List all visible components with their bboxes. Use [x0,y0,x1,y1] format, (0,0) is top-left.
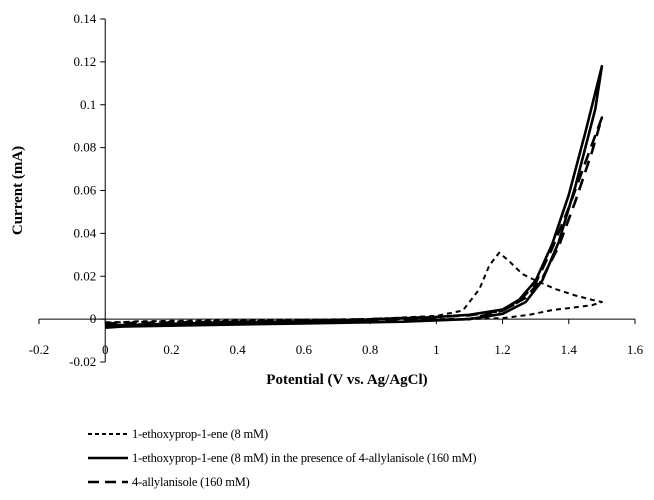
y-tick-label: -0.02 [69,354,96,369]
chart-axes [38,18,636,363]
y-tick-label: 0.14 [73,11,96,26]
chart-legend: 1-ethoxyprop-1-ene (8 mM) 1-ethoxyprop-1… [88,422,476,494]
y-tick-label: 0.08 [73,140,96,155]
x-tick-label: 0.2 [163,342,179,357]
solid-line-swatch [88,456,128,460]
short-dash-swatch [88,433,128,435]
long-dash-swatch [88,480,128,484]
series-line-2 [105,64,604,329]
x-tick-label: 0.4 [230,342,247,357]
legend-label: 1-ethoxyprop-1-ene (8 mM) [132,426,268,441]
y-tick-label: 0.1 [80,97,96,112]
series-line-3 [105,116,604,327]
y-tick-label: 0 [90,311,97,326]
y-tick-label: 0.02 [73,268,96,283]
x-tick-label: 0 [102,342,109,357]
legend-entry-ethoxypropene: 1-ethoxyprop-1-ene (8 mM) [88,422,476,446]
legend-label: 1-ethoxyprop-1-ene (8 mM) in the presenc… [132,450,477,465]
x-axis-title: Potential (V vs. Ag/AgCl) [266,372,427,388]
x-tick-label: -0.2 [29,342,50,357]
x-tick-label: 0.8 [362,342,378,357]
y-tick-label: 0.06 [73,183,96,198]
cyclic-voltammogram-chart: -0.02 0 0.02 0.04 0.06 0.08 0.1 0.12 0.14 -0.2 0 0.… [10,11,644,388]
legend-entry-allylanisole: 4-allylanisole (160 mM) [88,470,476,494]
series-line-1 [105,251,603,324]
legend-entry-mixture: 1-ethoxyprop-1-ene (8 mM) in the presenc… [88,446,476,470]
x-tick-label: 1 [433,342,440,357]
x-tick-label: 0.6 [296,342,313,357]
legend-label: 4-allylanisole (160 mM) [132,474,250,489]
y-axis-title: Current (mA) [10,146,26,235]
x-tick-label: 1.2 [494,342,510,357]
chart-series [105,64,604,329]
x-tick-label: 1.4 [561,342,578,357]
x-tick-label: 1.6 [627,342,644,357]
chart-tick-labels: -0.02 0 0.02 0.04 0.06 0.08 0.1 0.12 0.14 -0.2 0 0.… [29,11,644,369]
y-tick-label: 0.12 [73,54,96,69]
y-tick-label: 0.04 [73,225,96,240]
